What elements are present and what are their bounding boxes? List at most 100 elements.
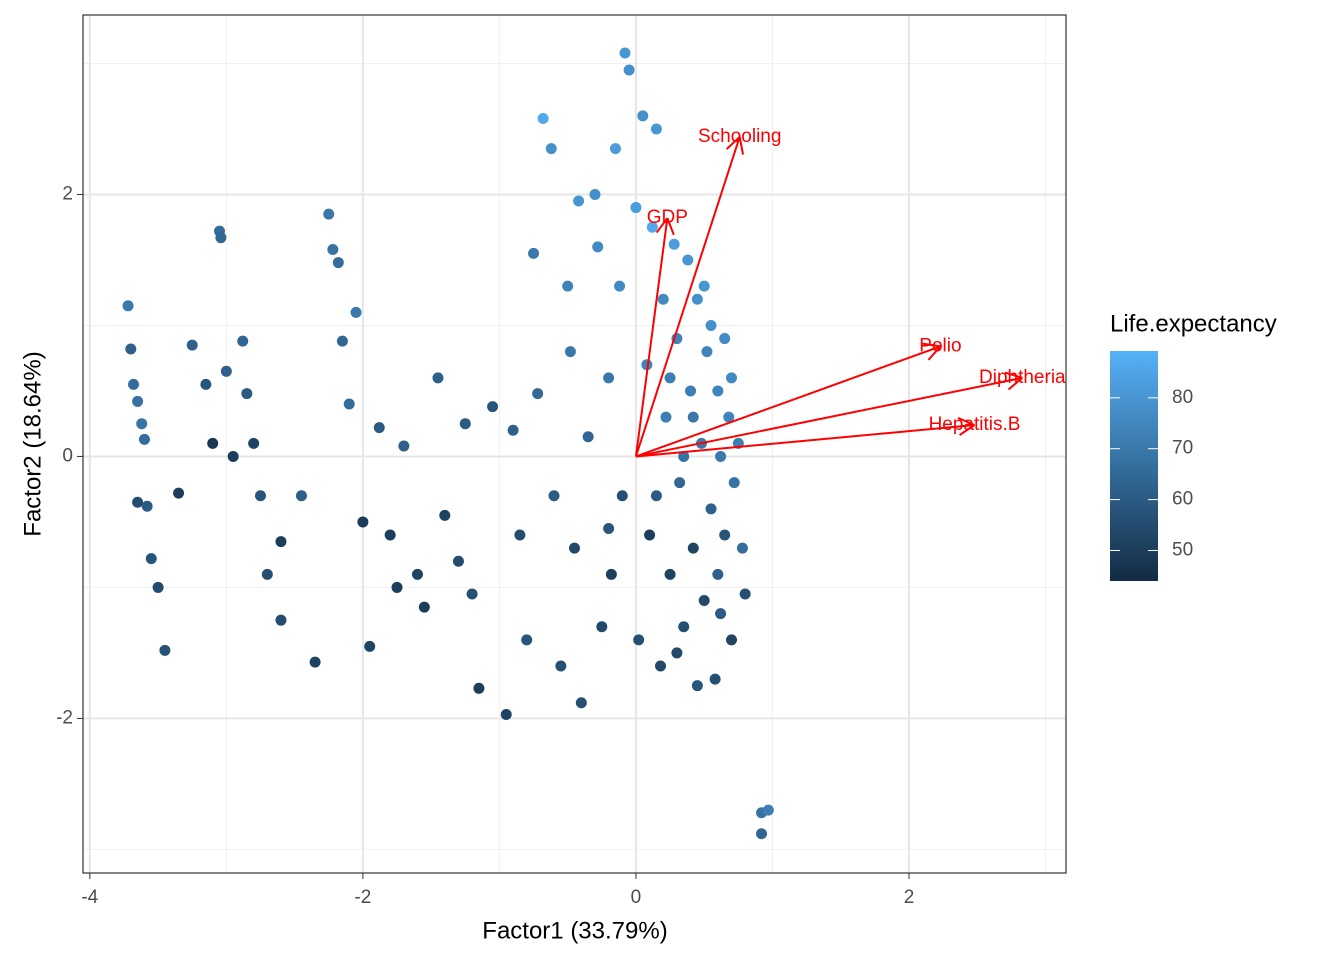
point (691, 293, 703, 305)
point (275, 614, 287, 626)
point (723, 411, 735, 423)
arrow-head (666, 217, 675, 236)
point (762, 804, 774, 816)
arrow-label: Hepatitis.B (929, 414, 1021, 435)
point (736, 542, 748, 554)
point (159, 644, 171, 656)
point (687, 411, 699, 423)
loading-arrow (635, 345, 941, 458)
point (411, 568, 423, 580)
point (719, 529, 731, 541)
colorbar-tick-label: 50 (1172, 539, 1193, 560)
point (664, 568, 676, 580)
point (466, 588, 478, 600)
colorbar-tick-label: 70 (1172, 438, 1193, 459)
point (220, 365, 232, 377)
arrow-head (957, 416, 975, 426)
point (687, 542, 699, 554)
point (728, 477, 740, 489)
point (309, 656, 321, 668)
point (364, 640, 376, 652)
point (660, 411, 672, 423)
point (373, 422, 385, 434)
point (141, 500, 153, 512)
point (650, 123, 662, 135)
point (650, 490, 662, 502)
point (712, 568, 724, 580)
point (327, 243, 339, 255)
point (555, 660, 567, 672)
point (398, 440, 410, 452)
point (678, 621, 690, 633)
point (532, 388, 544, 400)
point (709, 673, 721, 685)
point (418, 601, 430, 613)
point (705, 319, 717, 331)
point (357, 516, 369, 528)
x-tick-label: -4 (81, 887, 98, 908)
point (589, 188, 601, 200)
point (254, 490, 266, 502)
point (125, 343, 137, 355)
point (507, 424, 519, 436)
point (537, 112, 549, 124)
point (719, 333, 731, 345)
arrow-label: Polio (919, 335, 961, 356)
point (275, 536, 287, 548)
point (128, 378, 140, 390)
point (691, 680, 703, 692)
point (705, 503, 717, 515)
point (295, 490, 307, 502)
point (207, 437, 219, 449)
point (487, 401, 499, 413)
point (132, 395, 144, 407)
loading-arrow (635, 424, 975, 458)
arrow-head (655, 217, 669, 234)
arrow-label: GDP (647, 207, 688, 228)
point (521, 634, 533, 646)
point (350, 306, 362, 318)
colorbar-tick-label: 60 (1172, 489, 1193, 510)
point (215, 232, 227, 244)
point (545, 143, 557, 155)
point (200, 378, 212, 390)
point (473, 682, 485, 694)
point (715, 608, 727, 620)
point (562, 280, 574, 292)
point (548, 490, 560, 502)
x-axis-title: Factor1 (33.79%) (482, 917, 667, 944)
point (678, 450, 690, 462)
point (241, 388, 253, 400)
point (237, 335, 249, 347)
point (664, 372, 676, 384)
point (701, 346, 713, 358)
arrow-head (922, 342, 941, 348)
point (459, 418, 471, 430)
arrow-head (725, 136, 741, 150)
point (637, 110, 649, 122)
arrow-head (1004, 371, 1023, 379)
point (514, 529, 526, 541)
point (132, 496, 144, 508)
point (248, 437, 260, 449)
point (596, 621, 608, 633)
point (668, 238, 680, 250)
x-tick-label: 0 (631, 887, 642, 908)
point (336, 335, 348, 347)
point (573, 195, 585, 207)
point (136, 418, 148, 430)
point (685, 385, 697, 397)
point (592, 241, 604, 253)
point (186, 339, 198, 351)
point (332, 257, 344, 269)
point (633, 634, 645, 646)
y-tick-label: 0 (62, 445, 73, 466)
point (644, 529, 656, 541)
x-tick-label: -2 (354, 887, 371, 908)
point (138, 433, 150, 445)
colorbar (1110, 351, 1158, 581)
point (152, 581, 164, 593)
arrow-head (1007, 377, 1023, 391)
point (619, 47, 631, 59)
